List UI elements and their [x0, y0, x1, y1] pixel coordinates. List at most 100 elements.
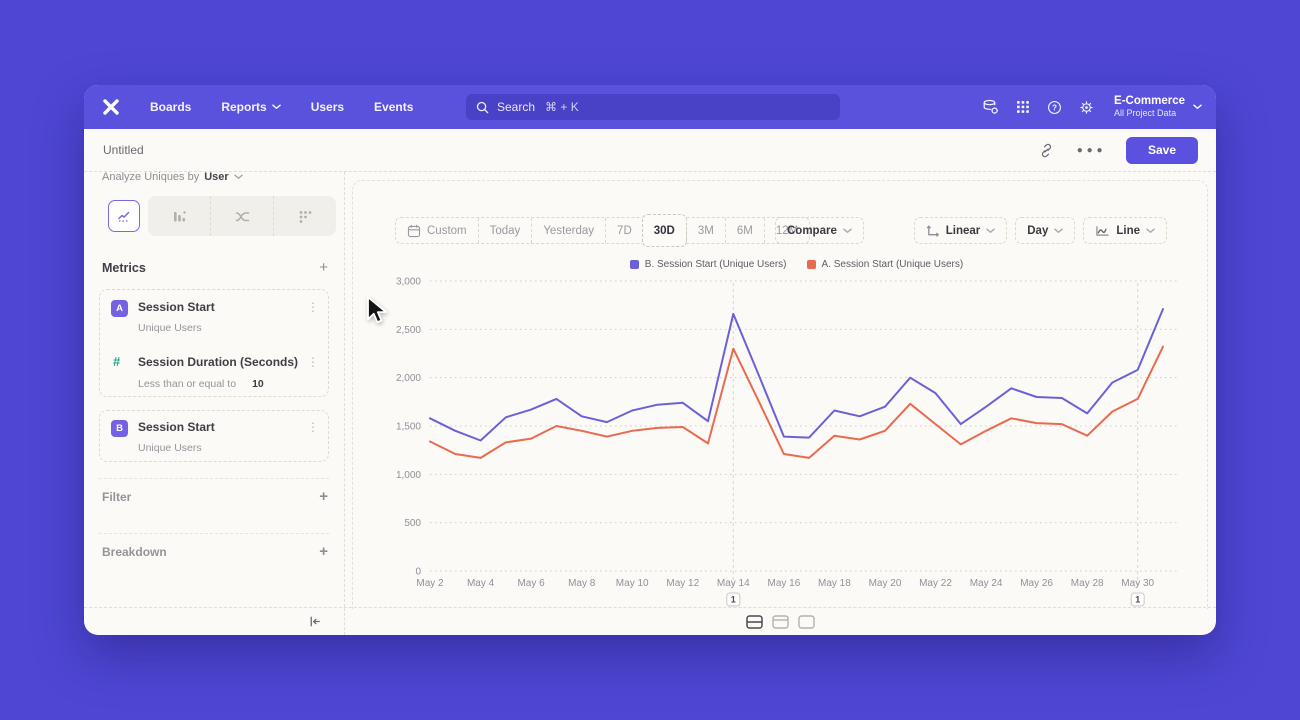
- nav-reports[interactable]: Reports: [221, 100, 281, 114]
- title-bar: Untitled ● ● ● Save: [84, 129, 1216, 172]
- charttype-selector[interactable]: Line: [1083, 217, 1167, 244]
- filter-row: Filter +: [102, 488, 328, 505]
- legend-item-a[interactable]: A. Session Start (Unique Users): [806, 259, 963, 270]
- add-filter-button[interactable]: +: [319, 488, 328, 505]
- menu-dots-icon[interactable]: ⋮: [307, 300, 319, 314]
- svg-text:May 4: May 4: [467, 578, 495, 589]
- svg-text:May 10: May 10: [616, 578, 649, 589]
- link-icon[interactable]: [1038, 142, 1055, 159]
- chevron-down-icon: [271, 104, 281, 109]
- range-today[interactable]: Today: [477, 218, 532, 243]
- divider: [99, 478, 329, 479]
- nav-users[interactable]: Users: [310, 100, 345, 114]
- add-metric-button[interactable]: +: [319, 259, 328, 276]
- metric-title: Session Start: [138, 300, 215, 314]
- mixpanel-logo[interactable]: [101, 97, 121, 117]
- apps-grid-icon[interactable]: [1016, 100, 1030, 114]
- svg-text:1,000: 1,000: [396, 470, 421, 481]
- interval-selector[interactable]: Day: [1015, 217, 1076, 244]
- svg-text:May 30: May 30: [1121, 578, 1154, 589]
- breakdown-label: Breakdown: [102, 545, 167, 559]
- help-icon[interactable]: ?: [1047, 100, 1062, 115]
- metric-card-a[interactable]: A Session Start ⋮ Unique Users # Session…: [99, 289, 329, 397]
- compare-button[interactable]: Compare: [775, 217, 864, 244]
- analyze-uniques-row[interactable]: Analyze Uniques by User: [102, 172, 243, 183]
- menu-dots-icon[interactable]: ⋮: [307, 355, 319, 369]
- svg-text:?: ?: [1052, 103, 1057, 112]
- save-button[interactable]: Save: [1126, 136, 1198, 164]
- metrics-label: Metrics: [102, 261, 146, 275]
- breakdown-row: Breakdown +: [102, 543, 328, 560]
- legend-swatch-b: [629, 260, 639, 269]
- nav-boards[interactable]: Boards: [150, 100, 192, 114]
- scale-selector[interactable]: Linear: [913, 217, 1008, 244]
- app-window: Boards Reports Users Events Search ⌘ + K: [84, 85, 1216, 635]
- nav-right: ? E-Commerce All Project Data: [982, 85, 1202, 129]
- metric-title: Session Start: [138, 420, 215, 434]
- svg-text:0: 0: [415, 567, 421, 578]
- more-icon[interactable]: ● ● ●: [1076, 144, 1104, 156]
- tab-scatter[interactable]: [273, 196, 336, 236]
- bar-chart-tab-icon: [173, 210, 186, 221]
- svg-text:1: 1: [731, 595, 736, 605]
- linear-axis-icon: [926, 225, 939, 237]
- report-title[interactable]: Untitled: [103, 143, 144, 157]
- project-switcher[interactable]: E-Commerce All Project Data: [1114, 95, 1202, 119]
- tab-flows[interactable]: [210, 196, 273, 236]
- analyze-value[interactable]: User: [204, 172, 229, 183]
- svg-text:May 24: May 24: [970, 578, 1003, 589]
- range-custom[interactable]: Custom: [396, 218, 478, 243]
- collapse-left-icon[interactable]: [307, 614, 322, 629]
- svg-text:3,000: 3,000: [396, 277, 421, 288]
- svg-text:May 2: May 2: [416, 578, 444, 589]
- svg-text:May 28: May 28: [1071, 578, 1104, 589]
- svg-text:May 26: May 26: [1020, 578, 1053, 589]
- chevron-down-icon: [1146, 228, 1155, 233]
- nav-events[interactable]: Events: [374, 100, 414, 114]
- insights-line-chart[interactable]: 0 500 1,000 1,500 2,000 2,500 3,000 May 2 May 4 M…: [365, 267, 1195, 612]
- chart-panel: Custom Today Yesterday 7D 30D 3M 6M 12M …: [345, 172, 1216, 609]
- chevron-down-icon: [233, 174, 243, 179]
- search-input[interactable]: Search ⌘ + K: [466, 94, 840, 120]
- view-blank-icon[interactable]: [798, 614, 815, 629]
- mixpanel-logo-icon: [103, 99, 119, 115]
- range-12m[interactable]: 12M: [763, 218, 809, 243]
- metric-card-b[interactable]: B Session Start ⋮ Unique Users: [99, 410, 329, 462]
- range-yesterday[interactable]: Yesterday: [531, 218, 605, 243]
- view-header-icon[interactable]: [772, 614, 789, 629]
- svg-text:May 16: May 16: [768, 578, 801, 589]
- svg-text:1: 1: [1135, 595, 1140, 605]
- tab-bar-chart[interactable]: [148, 196, 210, 236]
- flows-tab-icon: [235, 211, 249, 221]
- view-toggles: [345, 608, 1216, 635]
- search-placeholder: Search: [497, 100, 536, 114]
- gear-icon[interactable]: [1079, 100, 1094, 115]
- date-range-picker: Custom Today Yesterday 7D 30D 3M 6M 12M: [395, 214, 811, 247]
- query-sidebar: Analyze Uniques by User: [84, 172, 345, 607]
- chart-legend: B. Session Start (Unique Users) A. Sessi…: [430, 259, 1163, 270]
- range-6m[interactable]: 6M: [724, 218, 764, 243]
- range-30d-selected[interactable]: 30D: [641, 214, 687, 247]
- project-subtitle: All Project Data: [1114, 108, 1177, 118]
- calendar-icon: [407, 224, 421, 237]
- scatter-tab-icon: [299, 210, 311, 223]
- search-shortcut: ⌘ + K: [545, 100, 579, 114]
- menu-dots-icon[interactable]: ⋮: [307, 420, 319, 434]
- metric-badge-a: A: [111, 300, 128, 317]
- metric-title: Session Duration (Seconds): [138, 355, 299, 369]
- view-split-icon[interactable]: [746, 614, 763, 629]
- number-operator-icon: #: [113, 354, 121, 369]
- content: Analyze Uniques by User: [84, 172, 1216, 609]
- range-7d[interactable]: 7D: [605, 218, 643, 243]
- chart-settings: Linear Day Line: [913, 217, 1167, 244]
- project-name: E-Commerce: [1114, 95, 1185, 107]
- range-3m[interactable]: 3M: [685, 218, 725, 243]
- tab-line-chart[interactable]: [99, 196, 148, 236]
- svg-text:May 22: May 22: [919, 578, 952, 589]
- svg-text:2,000: 2,000: [396, 373, 421, 384]
- legend-item-b[interactable]: B. Session Start (Unique Users): [629, 259, 787, 270]
- data-settings-icon[interactable]: [982, 99, 999, 115]
- filter-value[interactable]: 10: [252, 378, 264, 390]
- add-breakdown-button[interactable]: +: [319, 543, 328, 560]
- analyze-prefix: Analyze Uniques by: [102, 172, 200, 183]
